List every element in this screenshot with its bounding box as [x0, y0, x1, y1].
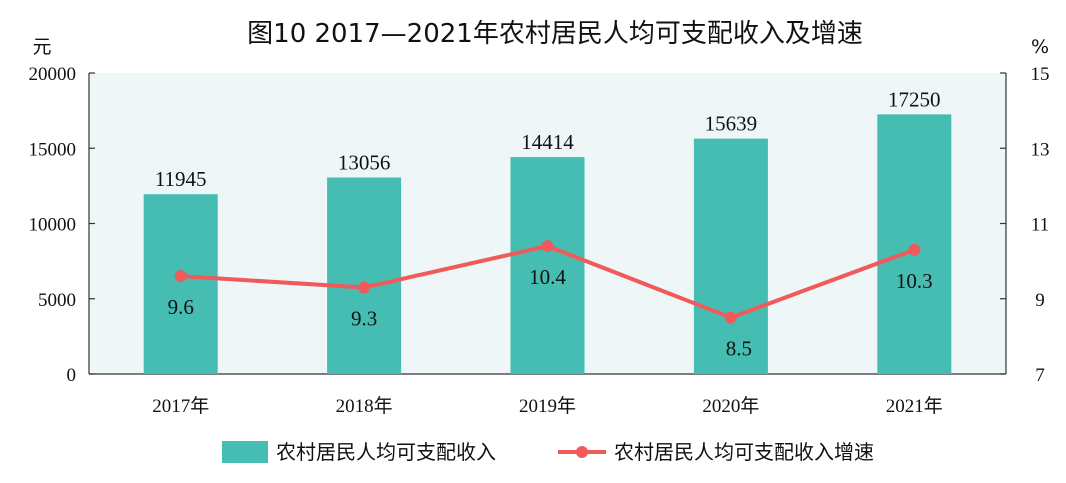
legend: 农村居民人均可支配收入 农村居民人均可支配收入增速: [222, 440, 874, 464]
legend-bar-swatch: [222, 441, 268, 463]
y-right-tick-label: 7: [1035, 365, 1045, 386]
bar-value-label: 15639: [705, 112, 758, 136]
x-tick-label: 2019年: [519, 395, 576, 417]
x-tick-label: 2017年: [152, 395, 209, 417]
legend-line-label: 农村居民人均可支配收入增速: [614, 440, 874, 464]
y-left-tick-label: 20000: [29, 64, 77, 85]
y-right-tick-label: 9: [1035, 290, 1045, 311]
y-left-unit: 元: [32, 36, 51, 58]
bar: [693, 138, 768, 374]
chart-title: 图10 2017—2021年农村居民人均可支配收入及增速: [247, 19, 863, 49]
bar-value-label: 14414: [521, 130, 574, 154]
y-left-tick-label: 10000: [29, 215, 77, 236]
bar: [327, 177, 402, 374]
bar-value-label: 17250: [888, 87, 941, 111]
line-value-label: 10.3: [896, 269, 933, 293]
y-right-tick-label: 13: [1031, 139, 1050, 160]
y-left-tick-label: 0: [67, 365, 77, 386]
bar-value-label: 11945: [155, 167, 207, 191]
line-point: [724, 311, 737, 324]
line-value-label: 10.4: [529, 265, 566, 289]
bar: [510, 157, 585, 374]
x-tick-label: 2018年: [336, 395, 393, 417]
y-left-tick-label: 15000: [29, 139, 77, 160]
bar: [143, 194, 218, 374]
line-value-label: 9.3: [351, 306, 377, 330]
legend-bar-label: 农村居民人均可支配收入: [276, 440, 496, 464]
plot-area: 0 5000 10000 15000 20000 7 9 11 13 15 11945 13056 14…: [29, 64, 1050, 417]
line-point: [174, 270, 187, 283]
line-value-label: 8.5: [726, 337, 752, 361]
x-tick-label: 2020年: [702, 395, 759, 417]
y-left-tick-label: 5000: [38, 290, 76, 311]
line-point: [908, 243, 921, 256]
legend-line-marker: [576, 446, 588, 458]
line-point: [358, 281, 371, 294]
x-tick-label: 2021年: [886, 395, 943, 417]
y-right-tick-label: 15: [1031, 64, 1050, 85]
y-right-tick-label: 11: [1031, 215, 1049, 236]
line-value-label: 9.6: [168, 295, 194, 319]
y-right-unit: %: [1031, 36, 1049, 58]
line-point: [541, 240, 554, 253]
bar-value-label: 13056: [338, 151, 391, 175]
